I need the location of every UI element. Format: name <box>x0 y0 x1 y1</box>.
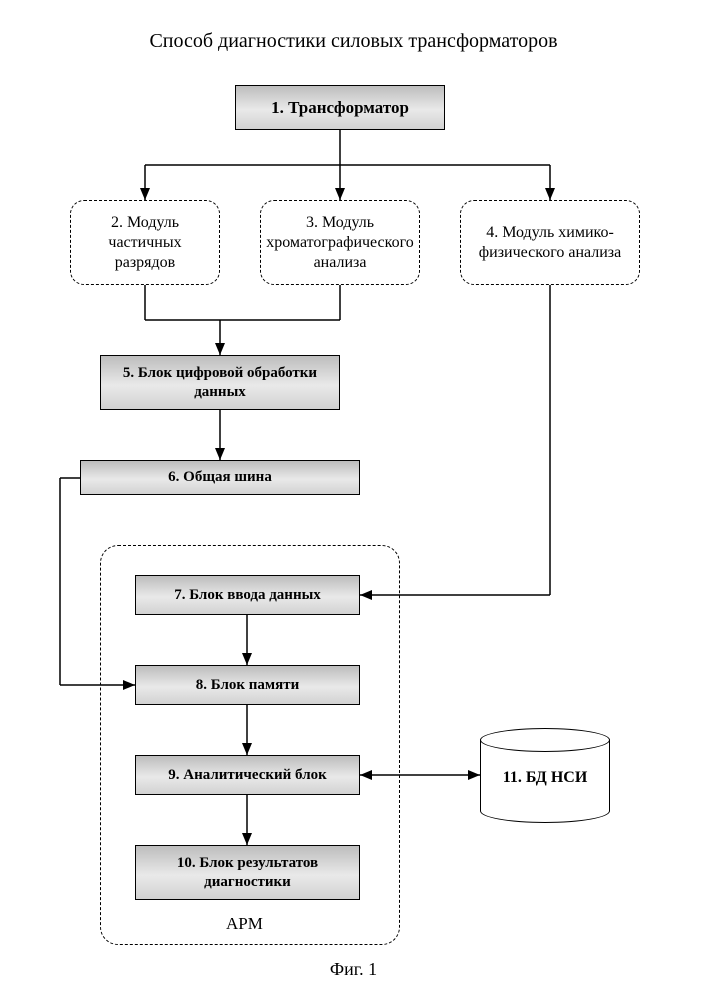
node-n4: 4. Модуль химико-физического анализа <box>460 200 640 285</box>
node-n1: 1. Трансформатор <box>235 85 445 130</box>
node-n5: 5. Блок цифровой обработки данных <box>100 355 340 410</box>
arm-container: АРМ <box>100 545 400 945</box>
node-n6: 6. Общая шина <box>80 460 360 495</box>
page-title: Способ диагностики силовых трансформатор… <box>0 30 707 53</box>
node-n3: 3. Модуль хроматографического анализа <box>260 200 420 285</box>
db-cylinder: 11. БД НСИ <box>480 728 610 823</box>
diagram-page: Способ диагностики силовых трансформатор… <box>0 0 707 1000</box>
cyl-top <box>480 728 610 752</box>
figure-caption: Фиг. 1 <box>0 959 707 980</box>
node-n2: 2. Модуль частичных разрядов <box>70 200 220 285</box>
cyl-label: 11. БД НСИ <box>480 768 610 786</box>
arm-label: АРМ <box>226 914 263 934</box>
